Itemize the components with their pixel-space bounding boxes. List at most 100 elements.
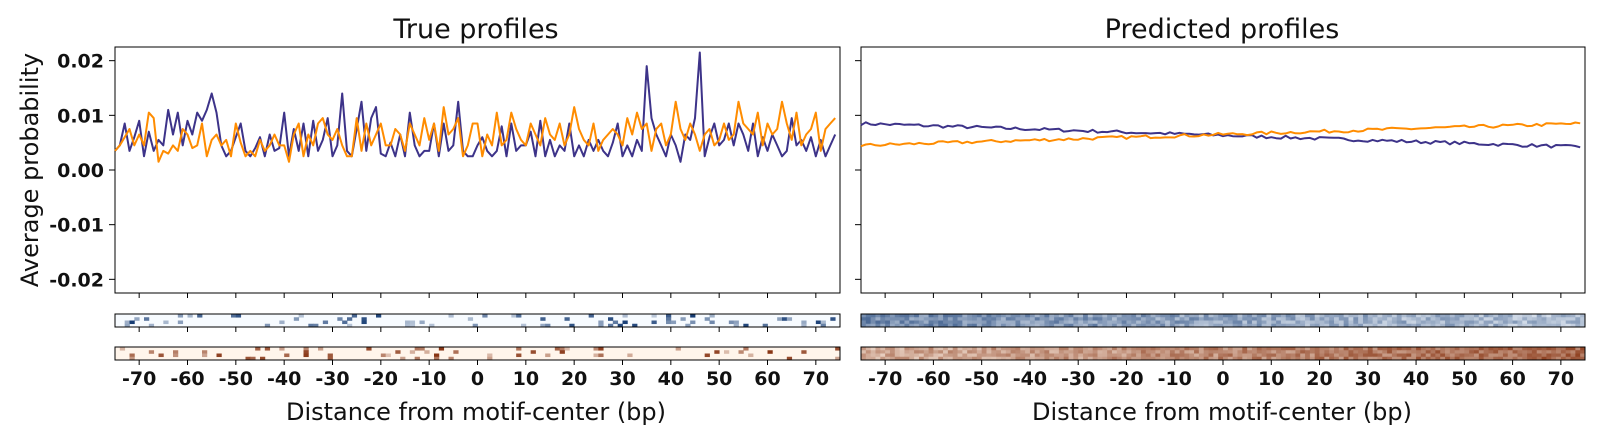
heatmap-cell [1189,314,1195,318]
heatmap-cell [1517,320,1523,325]
heatmap-cell [875,353,881,358]
heatmap-cell [1203,320,1209,325]
heatmap-cell [612,320,619,325]
heatmap-cell [1165,347,1171,351]
heatmap-cell [1078,317,1084,321]
left-plot-lines [114,51,837,163]
heatmap-cell [1242,353,1248,358]
heatmap-cell [1469,347,1475,351]
heatmap-cell [1425,353,1431,358]
heatmap-cell [1160,317,1166,321]
heatmap-cell [1445,356,1451,361]
heatmap-cell [1285,323,1291,328]
heatmap-cell [976,350,983,354]
heatmap-cell [1353,320,1359,325]
heatmap-cell [593,347,599,351]
heatmap-cell [1276,323,1282,328]
heatmap-cell [1223,323,1229,328]
heatmap-cell [1169,356,1176,361]
heatmap-cell [1247,320,1253,325]
x-tick-label: 10 [513,368,539,390]
heatmap-cell [1348,320,1354,325]
heatmap-cell [1136,314,1142,318]
heatmap-cell [972,350,978,354]
heatmap-cell [1116,353,1123,358]
heatmap-cell [1145,314,1151,318]
heatmap-cell [1459,317,1465,321]
heatmap-cell [1000,347,1007,351]
heatmap-cell [1005,314,1012,318]
right-plot-frame [860,46,1586,294]
heatmap-cell [1237,323,1243,328]
heatmap-cell [1449,314,1456,318]
heatmap-cell [1020,314,1026,318]
heatmap-cell [1107,353,1113,358]
heatmap-cell [1020,353,1026,358]
x-tick-label: -50 [965,368,999,390]
heatmap-cell [1247,314,1253,318]
heatmap-cell [1184,350,1190,354]
heatmap-cell [952,323,958,328]
heatmap-cell [947,347,954,351]
heatmap-cell [1194,356,1200,361]
heatmap-cell [158,353,164,358]
heatmap-cell [303,350,309,354]
heatmap-cell [1507,353,1513,358]
heatmap-cell [554,347,561,351]
heatmap-cell [767,350,773,354]
heatmap-cell [1092,353,1098,358]
heatmap-cell [1194,350,1200,354]
heatmap-cell [1430,320,1436,325]
heatmap-cell [1169,353,1176,358]
heatmap-cell [923,323,929,328]
heatmap-cell [1343,323,1349,328]
heatmap-cell [1295,353,1301,358]
heatmap-cell [885,353,891,358]
heatmap-cell [1411,353,1417,358]
heatmap-cell [279,347,285,351]
heatmap-cell [904,314,910,318]
heatmap-cell [1348,350,1354,354]
heatmap-cell [1054,314,1060,318]
heatmap-background [115,347,840,360]
heatmap-cell [1111,353,1118,358]
heatmap-cell [1174,356,1180,361]
heatmap-cell [1575,317,1581,321]
heatmap-cell [1097,356,1103,361]
heatmap-cell [1483,317,1489,321]
heatmap-cell [943,356,949,361]
heatmap-cell [1560,353,1567,358]
heatmap-cell [1150,320,1156,325]
heatmap-cell [1271,314,1277,318]
heatmap-cell [1261,347,1267,351]
heatmap-cell [909,314,915,318]
heatmap-cell [1522,347,1528,351]
heatmap-cell [1174,314,1180,318]
heatmap-cell [957,350,963,354]
heatmap-cell [1218,347,1224,351]
heatmap-cell [1005,323,1012,328]
x-axis-ticks: -70 -60 -50 -40 -30 -20 -10 0 10 20 30 40 50 60 70 -70-… [122,293,1574,390]
heatmap-cell [1242,356,1248,361]
heatmap-cell [1121,353,1127,358]
heatmap-cell [1387,323,1393,328]
heatmap-cell [1358,347,1364,351]
heatmap-cell [1285,347,1291,351]
heatmap-cell [1493,347,1499,351]
heatmap-cell [1097,353,1103,358]
heatmap-cell [1488,323,1494,328]
heatmap-cell [1198,320,1205,325]
heatmap-cell [1039,317,1045,321]
heatmap-cell [1565,314,1571,318]
heatmap-cell [1242,320,1248,325]
true-forward-heatmap [115,314,840,328]
heatmap-cell [1478,350,1485,354]
heatmap-cell [1078,350,1084,354]
heatmap-cell [351,314,358,318]
heatmap-cell [1126,353,1132,358]
heatmap-cell [1309,353,1316,358]
heatmap-cell [947,314,954,318]
heatmap-cell [928,314,934,318]
heatmap-cell [1541,356,1547,361]
heatmap-cell [885,347,891,351]
